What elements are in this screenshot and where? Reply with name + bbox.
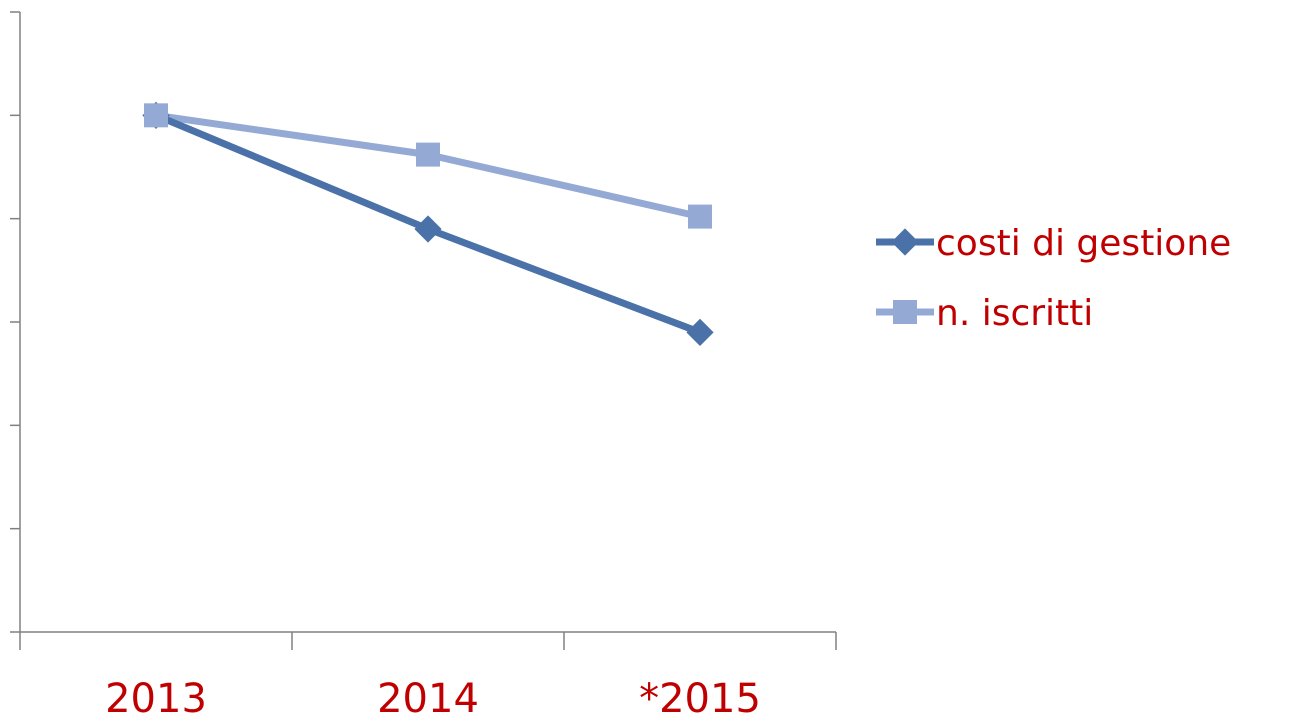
legend-swatch-marker [893, 300, 917, 324]
legend-item: costi di gestione [876, 223, 1231, 264]
legend: costi di gestione n. iscritti [876, 223, 1231, 334]
axes [10, 11, 837, 650]
legend-swatch-marker [891, 228, 919, 256]
data-point [688, 204, 712, 229]
series-layer [142, 101, 714, 346]
x-tick-label: 2014 [377, 676, 479, 717]
data-point [686, 318, 714, 346]
legend-label: n. iscritti [936, 293, 1093, 334]
data-point [414, 215, 442, 243]
data-point [416, 142, 440, 167]
legend-label: costi di gestione [936, 223, 1231, 264]
x-tick-labels: 2013 2014 *2015 [105, 676, 761, 717]
x-tick-label: *2015 [639, 676, 761, 717]
legend-item: n. iscritti [876, 293, 1093, 334]
data-point [144, 103, 168, 128]
x-tick-label: 2013 [105, 676, 207, 717]
